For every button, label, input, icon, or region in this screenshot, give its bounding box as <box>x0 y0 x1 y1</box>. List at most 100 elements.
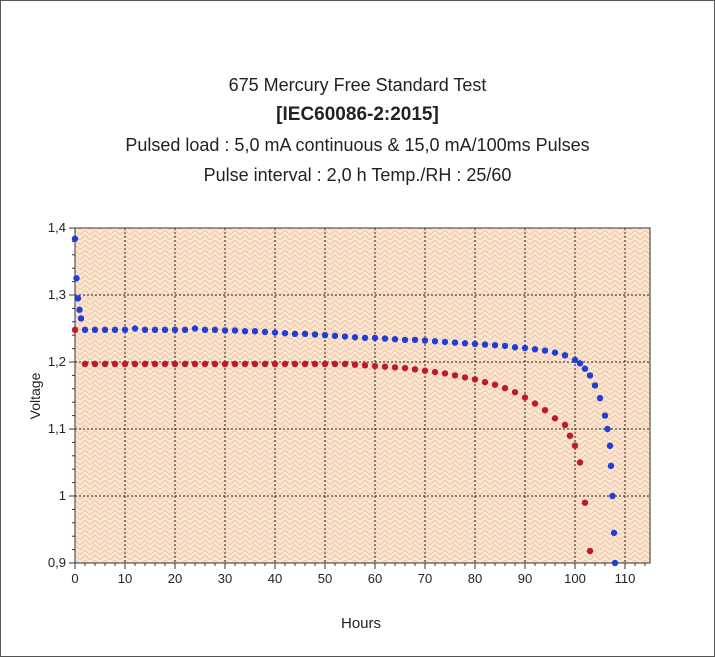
x-tick-label: 100 <box>564 571 586 586</box>
red-data-point <box>81 360 89 368</box>
blue-data-point <box>281 329 289 337</box>
blue-data-point <box>341 333 349 340</box>
red-data-point <box>181 360 189 368</box>
red-data-point <box>531 400 539 407</box>
red-data-point <box>391 364 399 371</box>
chart-title-block: 675 Mercury Free Standard Test [IEC60086… <box>0 70 715 190</box>
blue-data-point <box>77 315 85 322</box>
red-data-point <box>521 394 529 401</box>
blue-data-point <box>361 334 369 342</box>
red-data-point <box>301 360 309 368</box>
blue-data-point <box>91 326 99 334</box>
red-data-point <box>491 381 499 388</box>
x-tick-label: 40 <box>268 571 282 586</box>
y-tick-label: 1 <box>59 488 66 503</box>
x-tick-label: 70 <box>418 571 432 586</box>
red-data-point <box>311 360 319 368</box>
red-data-point <box>351 361 359 368</box>
blue-data-point <box>421 337 429 344</box>
blue-data-point <box>71 235 79 242</box>
x-tick-label: 50 <box>318 571 332 586</box>
x-tick-label: 110 <box>615 571 636 586</box>
chart-interval-description: Pulse interval : 2,0 h Temp./RH : 25/60 <box>203 165 512 185</box>
red-data-point <box>101 360 109 368</box>
x-tick-label: 0 <box>71 571 78 586</box>
red-data-point <box>411 366 419 373</box>
red-data-point <box>331 360 339 368</box>
chart-load-description: Pulsed load : 5,0 mA continuous & 15,0 m… <box>125 135 590 155</box>
blue-data-point <box>521 344 529 352</box>
blue-data-point <box>604 425 611 433</box>
red-data-point <box>381 363 389 370</box>
blue-data-point <box>171 326 179 334</box>
red-data-point <box>586 547 594 555</box>
blue-data-point <box>181 326 189 334</box>
y-axis-label: Voltage <box>27 372 43 419</box>
blue-data-point <box>261 328 269 336</box>
blue-data-point <box>491 342 499 349</box>
x-tick-label: 30 <box>218 571 232 586</box>
blue-data-point <box>610 529 618 537</box>
chart-standard: [IEC60086-2:2015] <box>276 104 439 125</box>
blue-data-point <box>431 338 439 345</box>
plot-area <box>75 228 650 563</box>
blue-data-point <box>541 347 549 354</box>
red-data-point <box>401 364 409 372</box>
red-data-point <box>171 360 179 368</box>
red-data-point <box>71 326 79 334</box>
blue-data-point <box>191 325 199 332</box>
y-tick-label: 1,2 <box>48 354 66 369</box>
red-data-point <box>281 360 289 368</box>
blue-data-point <box>371 334 379 342</box>
red-data-point <box>451 372 459 379</box>
x-tick-label: 80 <box>468 571 482 586</box>
red-data-point <box>501 384 509 392</box>
blue-data-point <box>111 326 119 334</box>
red-data-point <box>121 360 129 368</box>
blue-data-point <box>606 442 614 449</box>
blue-data-point <box>611 559 619 567</box>
blue-data-point <box>351 334 359 341</box>
red-data-point <box>161 360 169 368</box>
red-data-point <box>221 360 229 368</box>
blue-data-point <box>411 336 419 344</box>
red-data-point <box>361 362 369 369</box>
blue-data-point <box>531 346 539 353</box>
blue-data-point <box>231 327 239 334</box>
blue-data-point <box>601 412 609 419</box>
blue-data-point <box>381 335 389 342</box>
blue-data-point <box>331 332 339 340</box>
blue-data-point <box>151 326 159 334</box>
y-tick-label: 1,3 <box>48 287 66 302</box>
blue-data-point <box>511 344 519 351</box>
red-data-point <box>341 360 349 368</box>
blue-data-point <box>211 326 219 334</box>
red-data-point <box>576 459 584 466</box>
red-data-point <box>251 360 259 368</box>
blue-data-point <box>81 326 89 334</box>
red-data-point <box>421 367 429 374</box>
red-data-point <box>471 376 479 383</box>
blue-data-point <box>609 492 616 500</box>
red-data-point <box>481 378 489 386</box>
blue-data-point <box>271 329 279 336</box>
x-axis-label: Hours <box>341 615 381 632</box>
red-data-point <box>321 360 329 368</box>
blue-data-point <box>121 326 129 334</box>
red-data-point <box>441 370 449 377</box>
red-data-point <box>291 360 299 368</box>
plot-border <box>74 227 651 564</box>
blue-data-point <box>391 336 399 343</box>
blue-data-point <box>73 275 80 282</box>
red-data-point <box>271 360 279 368</box>
red-data-point <box>571 442 579 449</box>
red-data-point <box>131 360 139 368</box>
blue-data-point <box>311 331 319 338</box>
red-data-point <box>371 362 379 370</box>
red-data-point <box>91 360 99 368</box>
red-data-point <box>191 360 199 368</box>
red-data-point <box>261 360 269 368</box>
blue-data-point <box>291 330 299 338</box>
blue-data-point <box>76 306 83 313</box>
